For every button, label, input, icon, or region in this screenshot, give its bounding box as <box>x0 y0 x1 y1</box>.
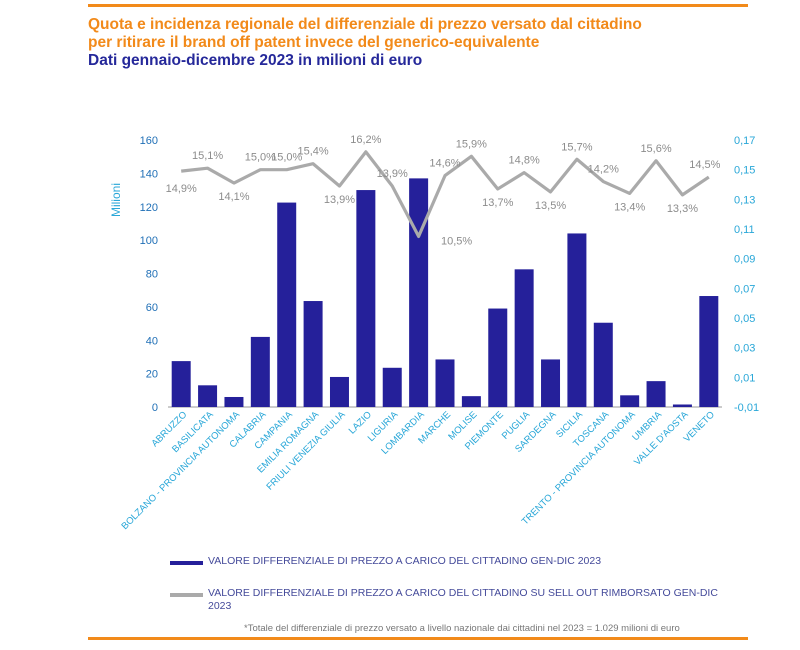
bar <box>672 404 692 407</box>
line-data-label: 14,9% <box>166 183 197 195</box>
series-line <box>181 150 710 239</box>
bar <box>593 322 613 407</box>
y2-tick-label: 0,15 <box>734 165 755 177</box>
y2-tick-label: 0,01 <box>734 372 755 384</box>
bar <box>329 376 349 407</box>
y-tick-label: 80 <box>146 269 158 281</box>
bar <box>250 336 270 407</box>
chart-title: Quota e incidenza regionale del differen… <box>88 16 768 70</box>
line-data-label: 15,9% <box>456 138 487 150</box>
y-tick-label: 140 <box>140 168 158 180</box>
line-data-label: 13,9% <box>377 168 408 180</box>
title-line-3: Dati gennaio-dicembre 2023 in milioni di… <box>88 52 423 69</box>
legend-line-swatch <box>170 593 203 597</box>
y2-tick-label: 0,05 <box>734 313 755 325</box>
legend-bar-swatch <box>170 561 203 565</box>
y2-tick-label: 0,17 <box>734 135 755 147</box>
line-data-label: 13,3% <box>667 203 698 215</box>
bar <box>620 395 640 407</box>
line-data-label: 13,9% <box>324 194 355 206</box>
bar <box>277 202 297 407</box>
y2-tick-label: 0,09 <box>734 254 755 266</box>
bar <box>382 367 402 407</box>
bar <box>514 269 534 407</box>
line-data-label: 13,5% <box>535 200 566 212</box>
bar <box>541 359 561 407</box>
bottom-rule <box>88 637 748 640</box>
bar <box>461 396 481 407</box>
line-data-label: 14,6% <box>429 158 460 170</box>
y-tick-label: 0 <box>152 402 158 414</box>
line-data-label: 15,0% <box>245 152 276 164</box>
y-axis-label: Milioni <box>109 183 123 217</box>
line-data-label: 15,1% <box>192 150 223 162</box>
legend-bar-label: VALORE DIFFERENZIALE DI PREZZO A CARICO … <box>208 555 602 567</box>
bar <box>171 361 191 407</box>
line-data-label: 14,1% <box>218 191 249 203</box>
line-data-label: 10,5% <box>441 235 472 247</box>
y-tick-label: 100 <box>140 235 158 247</box>
y-tick-label: 40 <box>146 335 158 347</box>
title-line-2: per ritirare il brand off patent invece … <box>88 34 540 51</box>
bar <box>488 308 508 407</box>
y-tick-label: 160 <box>140 135 158 147</box>
bar <box>303 301 323 407</box>
bar <box>646 381 666 407</box>
y-tick-label: 120 <box>140 202 158 214</box>
bar <box>224 396 244 407</box>
bar <box>409 178 429 407</box>
y-tick-label: 20 <box>146 369 158 381</box>
line-data-label: 14,8% <box>509 155 540 167</box>
y2-tick-label: 0,11 <box>734 224 755 236</box>
bar <box>699 296 719 407</box>
line-data-label: 15,6% <box>640 143 671 155</box>
line-data-label: 14,5% <box>689 159 720 171</box>
title-line-1: Quota e incidenza regionale del differen… <box>88 16 642 33</box>
line-data-label: 15,7% <box>561 141 592 153</box>
bar <box>198 385 218 407</box>
y2-tick-label: 0,07 <box>734 283 755 295</box>
line-data-label: 13,4% <box>614 201 645 213</box>
y2-tick-label: 0,13 <box>734 194 755 206</box>
x-tick-label: BOLZANO - PROVINCIA AUTONOMA <box>119 409 242 532</box>
line-data-label: 16,2% <box>350 134 381 146</box>
y2-tick-label: 0,03 <box>734 343 755 355</box>
legend-line-label: VALORE DIFFERENZIALE DI PREZZO A CARICO … <box>208 587 718 612</box>
y2-tick-label: -0,01 <box>734 402 759 414</box>
bar <box>567 233 587 407</box>
y-tick-label: 60 <box>146 302 158 314</box>
line-data-label: 15,0% <box>271 152 302 164</box>
top-rule <box>88 4 748 7</box>
bar <box>435 359 455 407</box>
line-data-label: 13,7% <box>482 197 513 209</box>
line-data-label: 15,4% <box>297 146 328 158</box>
footnote: *Totale del differenziale di prezzo vers… <box>244 623 680 634</box>
bar <box>356 190 376 407</box>
line-data-label: 14,2% <box>588 164 619 176</box>
